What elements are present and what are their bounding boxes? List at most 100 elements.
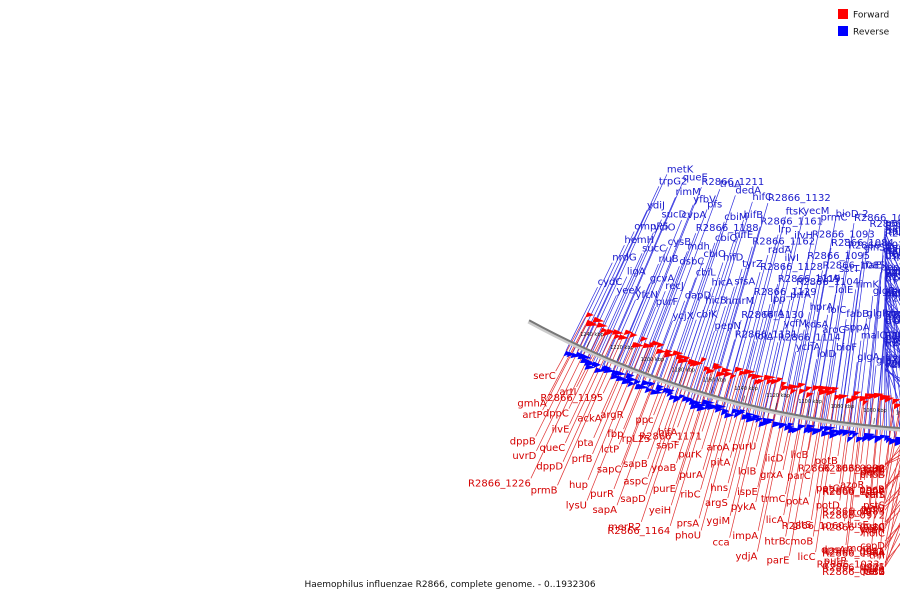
backbone-line bbox=[528, 319, 900, 429]
gene-feature bbox=[743, 369, 756, 375]
gene-label-arti: artI bbox=[559, 387, 576, 398]
gene-label-phou: phoU bbox=[675, 531, 701, 542]
gene-label-r2866-0979: R2866_0979 bbox=[885, 288, 900, 299]
gene-label-glgx: glgX bbox=[876, 356, 898, 367]
gene-feature bbox=[893, 403, 900, 410]
leader-line bbox=[884, 449, 900, 465]
gene-label-r2866-1130: R2866_1130 bbox=[741, 310, 804, 321]
gene-label-licb: licB bbox=[790, 450, 808, 461]
genome-caption: Haemophilus influenzae R2866, complete g… bbox=[304, 580, 595, 590]
gene-feature bbox=[789, 388, 797, 395]
gene-label-ppc: ppc bbox=[635, 415, 653, 426]
scale-tick-label: 1080 kbp bbox=[831, 404, 855, 410]
gene-label-purk: purK bbox=[678, 449, 702, 460]
gene-label-r2866-1162: R2866_1162 bbox=[752, 237, 815, 248]
gene-label-pepn: pepN bbox=[715, 321, 741, 332]
gene-label-dppb: dppB bbox=[510, 436, 536, 447]
gene-label-hicb: hicB bbox=[705, 296, 727, 307]
gene-feature bbox=[724, 371, 734, 378]
gene-label-mdh: mdh bbox=[687, 241, 709, 252]
gene-feature bbox=[713, 364, 724, 371]
gene-feature bbox=[708, 403, 719, 410]
leader-line bbox=[721, 272, 761, 410]
gene-feature bbox=[825, 390, 838, 396]
gene-label-ybak: ybaK bbox=[885, 267, 900, 278]
gene-label-potd: potD bbox=[816, 501, 840, 512]
gene-label-rara: rarA bbox=[763, 308, 784, 319]
leader-line bbox=[884, 298, 900, 324]
scale-tick-label: 1100 kbp bbox=[798, 399, 822, 405]
gene-label-r2866-0972: R2866_0972 bbox=[822, 510, 885, 521]
leader-line bbox=[697, 286, 735, 406]
gene-label-r2866-0971: R2866_0971 bbox=[885, 310, 900, 321]
gene-label-potb: potB bbox=[815, 456, 838, 467]
gene-label-hife: hifE bbox=[734, 230, 753, 241]
gene-label-pita: pitA bbox=[710, 458, 730, 469]
leader-line bbox=[884, 318, 900, 369]
gene-label-r2866-1077: R2866_1077 bbox=[848, 240, 900, 251]
gene-feature bbox=[724, 412, 736, 419]
leader-line bbox=[835, 289, 857, 431]
gene-feature bbox=[755, 416, 764, 423]
gene-label-trua: truA bbox=[720, 179, 741, 190]
gene-label-r2866-0969: R2866_0969 bbox=[885, 268, 900, 279]
gene-label-r2866-0974: R2866_0974 bbox=[885, 359, 900, 370]
leader-line bbox=[752, 240, 795, 415]
gene-label-r2866-0976: R2866_0976 bbox=[885, 221, 900, 232]
leader-line bbox=[586, 276, 628, 365]
gene-label-r2866-1103: R2866_1103 bbox=[885, 265, 900, 276]
gene-label-cbim: cbiM bbox=[724, 212, 747, 223]
leader-line bbox=[868, 400, 880, 508]
gene-label-lola: lolA bbox=[755, 331, 774, 342]
leader-line bbox=[725, 254, 769, 413]
gene-feature bbox=[580, 357, 594, 363]
gene-feature bbox=[766, 418, 775, 424]
gene-label-ycio: yciO bbox=[653, 223, 675, 234]
gene-label-ilvi: ilvI bbox=[785, 253, 799, 264]
gene-feature bbox=[605, 328, 616, 335]
scale-tick bbox=[775, 402, 778, 409]
gene-feature bbox=[584, 364, 595, 370]
gene-label-trpg2: trpG2 bbox=[659, 176, 688, 187]
backbone-shadow bbox=[527, 320, 900, 432]
gene-label-liga: ligA bbox=[627, 267, 646, 278]
leader-line bbox=[808, 395, 819, 450]
gene-label-metk: metK bbox=[667, 164, 694, 175]
gene-label-grxa: grxA bbox=[760, 470, 783, 481]
gene-feature bbox=[601, 365, 612, 371]
leader-line bbox=[568, 262, 613, 352]
gene-label-r2866-1114: R2866_1114 bbox=[778, 332, 841, 343]
gene-label-kdsa: kdsA bbox=[804, 320, 828, 331]
gene-feature bbox=[633, 379, 641, 386]
leader-line bbox=[813, 274, 840, 429]
leader-line bbox=[884, 364, 900, 388]
gene-label-uspe: uspE bbox=[885, 251, 900, 262]
gene-label-thrs: thrS bbox=[885, 242, 900, 253]
leader-line bbox=[852, 318, 867, 433]
leader-line bbox=[884, 458, 900, 490]
gene-feature bbox=[714, 407, 724, 413]
gene-label-cmob: cmoB bbox=[785, 537, 813, 548]
gene-feature bbox=[873, 392, 885, 399]
legend-forward-label: Forward bbox=[853, 11, 889, 21]
gene-feature bbox=[566, 351, 575, 358]
gene-label-r2866-0975: R2866_0975 bbox=[822, 563, 885, 574]
gene-label-rada: radA bbox=[768, 245, 792, 256]
gene-label-r2866-0978: R2866_0978 bbox=[885, 272, 900, 283]
scale-tick bbox=[840, 414, 842, 421]
gene-feature bbox=[625, 372, 635, 379]
gene-feature bbox=[611, 329, 624, 335]
gene-label-ftsk: ftsK bbox=[786, 207, 805, 218]
gene-feature bbox=[627, 381, 635, 388]
gene-feature bbox=[668, 394, 679, 401]
leader-line bbox=[884, 454, 900, 465]
gene-label-r2866-1085: R2866_1085 bbox=[823, 260, 886, 271]
gene-feature bbox=[720, 367, 732, 374]
gene-label-ydij: ydiJ bbox=[647, 200, 665, 211]
gene-feature bbox=[685, 397, 694, 404]
gene-label-args: argS bbox=[705, 498, 728, 509]
gene-label-malq: malQ bbox=[861, 331, 888, 342]
leader-line bbox=[616, 247, 668, 371]
legend-forward-swatch bbox=[838, 9, 848, 19]
gene-label-hifa: hifA bbox=[658, 427, 678, 438]
